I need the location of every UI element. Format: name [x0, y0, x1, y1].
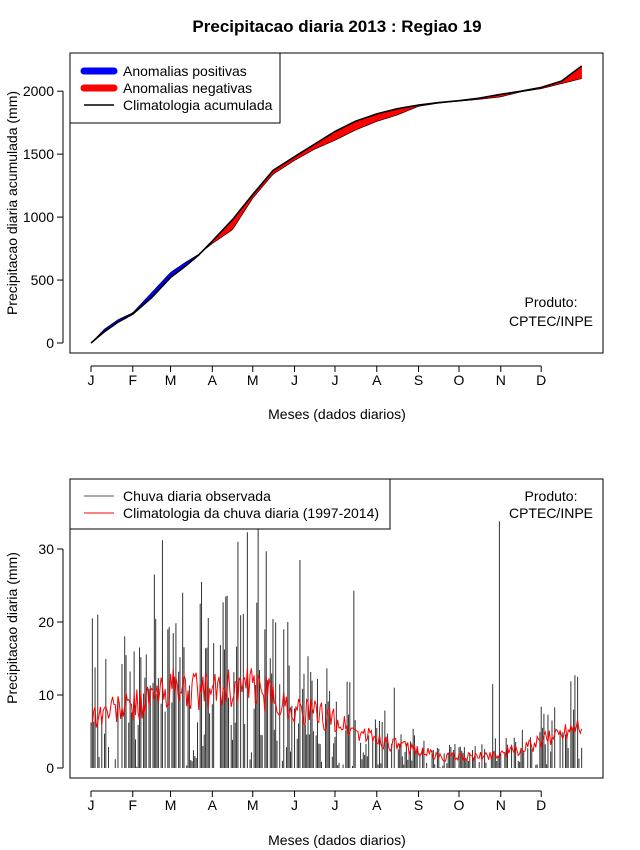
- plot-frame: [69, 52, 604, 354]
- legend-label-climatology: Climatologia acumulada: [123, 97, 273, 113]
- x-tick-label: J: [88, 797, 95, 813]
- y-tick-label: 1000: [23, 209, 54, 225]
- x-tick-label: J: [331, 797, 338, 813]
- x-axis-label: Meses (dados diarios): [268, 832, 406, 848]
- y-tick-label: 10: [38, 687, 54, 703]
- x-tick-label: J: [291, 797, 298, 813]
- cumulative-precip-chart: 0 500 1000 1500 2000 J F M A M J J A S O N D Meses (dad…: [4, 52, 604, 422]
- y-tick-label: 500: [31, 272, 55, 288]
- product-source: CPTEC/INPE: [509, 313, 593, 329]
- negative-anomaly-segment: [580, 65, 582, 80]
- x-tick-label: M: [165, 797, 177, 813]
- legend-label-observed: Chuva diaria observada: [123, 488, 271, 504]
- x-tick-label: F: [129, 372, 138, 388]
- x-tick-label: O: [454, 372, 465, 388]
- chart-title: Precipitacao diaria 2013 : Regiao 19: [192, 17, 481, 36]
- x-tick-label: O: [454, 797, 465, 813]
- legend: Chuva diaria observada Climatologia da c…: [69, 478, 391, 530]
- y-axis: 0 500 1000 1500 2000: [23, 83, 64, 351]
- x-tick-label: J: [88, 372, 95, 388]
- x-tick-label: A: [372, 372, 382, 388]
- x-tick-label: A: [372, 797, 382, 813]
- x-tick-label: S: [414, 797, 423, 813]
- product-label: Produto:: [525, 488, 578, 504]
- x-tick-label: M: [165, 372, 177, 388]
- x-tick-label: D: [536, 372, 546, 388]
- climatology-cumulative-line: [90, 65, 583, 344]
- y-tick-label: 1500: [23, 146, 54, 162]
- legend: Anomalias positivas Anomalias negativas …: [69, 52, 281, 124]
- y-tick-label: 2000: [23, 83, 54, 99]
- climatology-daily-line: [90, 668, 583, 762]
- x-tick-label: M: [247, 372, 259, 388]
- y-tick-label: 0: [46, 760, 54, 776]
- x-tick-label: A: [208, 797, 218, 813]
- x-tick-label: N: [496, 372, 506, 388]
- legend-box: [69, 478, 391, 530]
- observed-cumulative-outline: [90, 78, 582, 344]
- legend-label-climatology: Climatologia da chuva diaria (1997-2014): [123, 505, 379, 521]
- x-tick-label: A: [208, 372, 218, 388]
- product-source: CPTEC/INPE: [509, 505, 593, 521]
- legend-label-positive: Anomalias positivas: [123, 63, 247, 79]
- y-tick-label: 0: [46, 335, 54, 351]
- y-axis: 0 10 20 30: [38, 541, 64, 776]
- legend-label-negative: Anomalias negativas: [123, 80, 252, 96]
- daily-precip-chart: 0 10 20 30 J F M A M J J A S O N D Meses (dados diario…: [4, 478, 604, 848]
- y-tick-label: 30: [38, 541, 54, 557]
- x-tick-label: D: [536, 797, 546, 813]
- y-axis-label: Precipitacao diaria (mm): [4, 552, 20, 704]
- x-tick-label: J: [331, 372, 338, 388]
- y-axis-label: Precipitacao diaria acumulada (mm): [4, 91, 20, 315]
- x-tick-label: N: [496, 797, 506, 813]
- x-tick-label: M: [247, 797, 259, 813]
- product-label: Produto:: [525, 294, 578, 310]
- y-tick-label: 20: [38, 614, 54, 630]
- x-axis-label: Meses (dados diarios): [268, 406, 406, 422]
- x-tick-label: F: [129, 797, 138, 813]
- observed-daily-bars: [90, 521, 583, 768]
- x-tick-label: S: [414, 372, 423, 388]
- x-tick-label: J: [291, 372, 298, 388]
